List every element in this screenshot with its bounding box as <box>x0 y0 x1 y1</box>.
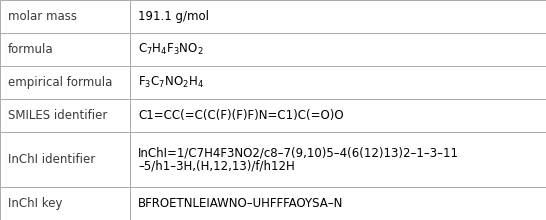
Text: InChI key: InChI key <box>8 197 62 210</box>
Text: InChI=1/C7H4F3NO2/c8–7(9,10)5–4(6(12)13)2–1–3–11: InChI=1/C7H4F3NO2/c8–7(9,10)5–4(6(12)13)… <box>138 147 459 160</box>
Text: molar mass: molar mass <box>8 10 77 23</box>
Text: empirical formula: empirical formula <box>8 76 112 89</box>
Text: SMILES identifier: SMILES identifier <box>8 109 108 122</box>
Text: formula: formula <box>8 43 54 56</box>
Text: –5/h1–3H,(H,12,13)/f/h12H: –5/h1–3H,(H,12,13)/f/h12H <box>138 160 295 172</box>
Text: 191.1 g/mol: 191.1 g/mol <box>138 10 209 23</box>
Text: C1=CC(=C(C(F)(F)F)N=C1)C(=O)O: C1=CC(=C(C(F)(F)F)N=C1)C(=O)O <box>138 109 343 122</box>
Text: InChI identifier: InChI identifier <box>8 153 95 166</box>
Text: BFROETNLEIAWNO–UHFFFAOYSA–N: BFROETNLEIAWNO–UHFFFAOYSA–N <box>138 197 343 210</box>
Text: F$_3$C$_7$NO$_2$H$_4$: F$_3$C$_7$NO$_2$H$_4$ <box>138 75 204 90</box>
Text: C$_7$H$_4$F$_3$NO$_2$: C$_7$H$_4$F$_3$NO$_2$ <box>138 42 204 57</box>
